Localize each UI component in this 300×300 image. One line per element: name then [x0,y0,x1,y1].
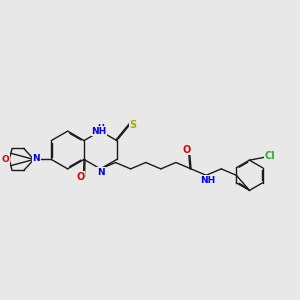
Text: O: O [2,155,10,164]
Text: N: N [32,154,40,163]
Text: Cl: Cl [264,151,275,161]
Text: S: S [130,120,137,130]
Text: O: O [76,172,85,182]
Text: O: O [183,145,191,155]
Text: NH: NH [200,176,215,185]
Text: N: N [97,168,105,177]
Text: NH: NH [91,127,106,136]
Text: H: H [97,124,104,133]
